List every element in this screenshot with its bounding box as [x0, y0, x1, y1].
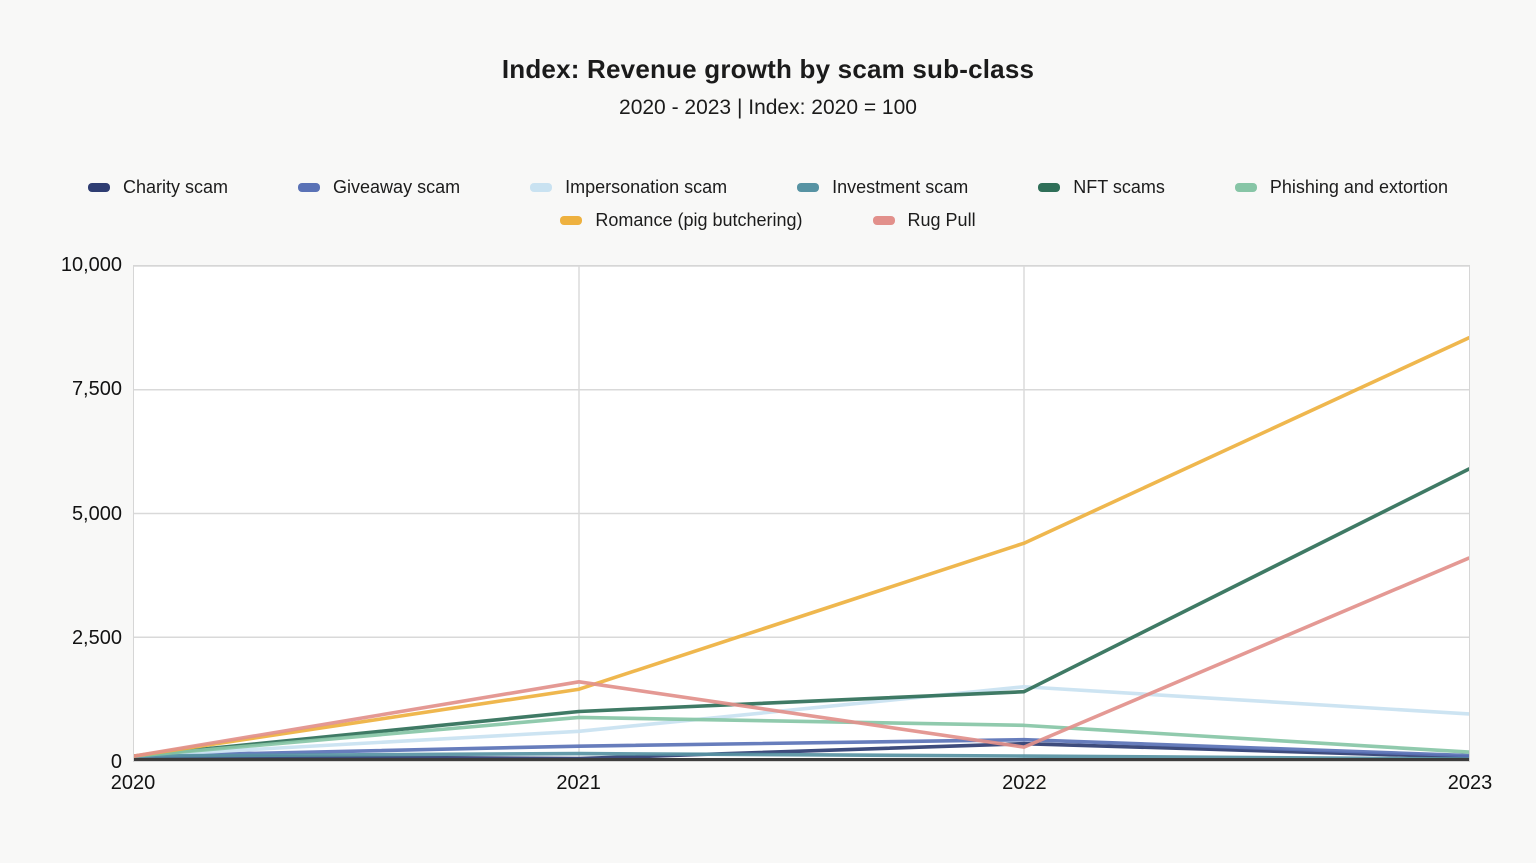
legend-label: Phishing and extortion — [1269, 176, 1448, 197]
legend-swatch-icon — [298, 182, 321, 192]
legend-item: Investment scam — [797, 174, 968, 200]
page-title: Index: Revenue growth by scam sub-class — [501, 54, 1035, 84]
series-line — [134, 684, 1469, 758]
legend-swatch-icon — [560, 215, 583, 225]
legend: Charity scam Giveaway scam Impersonation s… — [43, 174, 1493, 233]
legend-item: NFT scams — [1038, 174, 1165, 200]
legend-swatch-icon — [1038, 182, 1061, 192]
legend-label: Romance (pig butchering) — [595, 209, 803, 230]
x-axis-label: 2020 — [110, 772, 156, 794]
series-line — [134, 741, 1469, 761]
y-axis-label: 5,000 — [71, 502, 122, 525]
y-axis-label: 0 — [110, 751, 122, 773]
page-subtitle: 2020 - 2023 | Index: 2020 = 100 — [619, 96, 917, 119]
y-axis-label: 2,500 — [71, 626, 122, 649]
legend-item: Phishing and extortion — [1234, 174, 1448, 200]
legend-label: Charity scam — [123, 176, 229, 197]
legend-swatch-icon — [797, 182, 820, 192]
series-line — [134, 751, 1469, 761]
legend-label: Impersonation scam — [565, 176, 728, 197]
legend-swatch-icon — [530, 182, 553, 192]
series-line — [134, 335, 1469, 758]
legend-label: NFT scams — [1073, 176, 1165, 197]
legend-item: Charity scam — [88, 174, 228, 200]
series-line — [134, 467, 1469, 758]
legend-label: Investment scam — [832, 176, 969, 197]
series-line — [134, 556, 1469, 758]
y-axis-label: 7,500 — [71, 378, 122, 401]
x-axis-label: 2021 — [556, 772, 601, 794]
legend-item: Giveaway scam — [298, 174, 460, 200]
y-axis-label: 10,000 — [60, 254, 122, 276]
legend-item: Rug Pull — [872, 207, 976, 233]
legend-item: Romance (pig butchering) — [560, 207, 803, 233]
legend-swatch-icon — [88, 182, 110, 192]
plot-area — [133, 265, 1470, 762]
legend-swatch-icon — [872, 215, 895, 225]
legend-item: Impersonation scam — [530, 174, 727, 200]
x-axis-label: 2023 — [1447, 772, 1493, 794]
legend-swatch-icon — [1234, 182, 1257, 192]
x-axis-label: 2022 — [1002, 772, 1047, 794]
legend-label: Giveaway scam — [333, 176, 461, 197]
legend-label: Rug Pull — [907, 209, 976, 230]
plot-svg — [134, 266, 1469, 761]
series-line — [134, 737, 1469, 758]
series-line — [134, 715, 1469, 758]
